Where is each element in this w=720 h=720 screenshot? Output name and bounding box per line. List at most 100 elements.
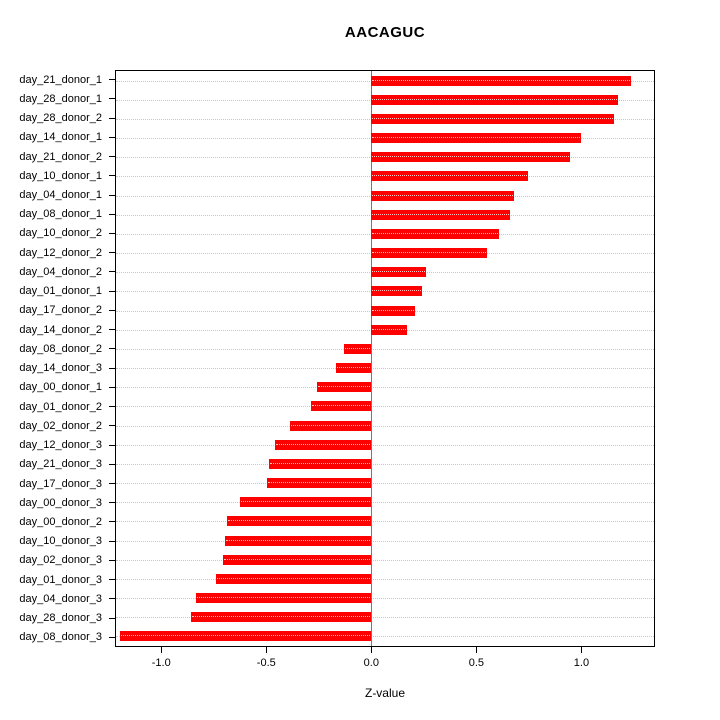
- y-axis-label: day_08_donor_1: [19, 208, 102, 221]
- x-tick-label: 1.0: [573, 657, 590, 669]
- y-axis-tick: [109, 329, 115, 331]
- y-axis-tick: [109, 521, 115, 523]
- x-tick-label: 0.0: [363, 657, 379, 669]
- y-axis-tick: [109, 271, 115, 273]
- bar: [371, 152, 571, 163]
- zero-line: [370, 71, 372, 646]
- bar: [191, 612, 372, 623]
- bar: [371, 267, 426, 278]
- bar: [310, 401, 372, 412]
- x-axis-tick: [580, 647, 582, 653]
- y-axis-label: day_21_donor_3: [19, 458, 102, 471]
- y-axis-label: day_08_donor_2: [19, 342, 102, 355]
- bar: [371, 228, 500, 239]
- y-axis-label: day_04_donor_2: [19, 265, 102, 278]
- y-axis-label: day_01_donor_2: [19, 400, 102, 413]
- y-axis-label: day_00_donor_3: [19, 496, 102, 509]
- grid-line: [116, 387, 654, 389]
- y-axis-tick: [109, 367, 115, 369]
- y-axis-tick: [109, 309, 115, 311]
- grid-line: [116, 636, 654, 638]
- y-axis-tick: [109, 348, 115, 350]
- grid-line: [116, 578, 654, 580]
- y-axis-label: day_21_donor_1: [19, 73, 102, 86]
- x-axis-tick: [265, 647, 267, 653]
- y-axis-tick: [109, 425, 115, 427]
- bar: [268, 458, 372, 469]
- grid-line: [116, 502, 654, 504]
- bar: [195, 593, 372, 604]
- y-axis: day_21_donor_1 day_28_donor_1 day_28_donor…: [0, 70, 115, 647]
- grid-line: [116, 617, 654, 619]
- y-axis-tick: [109, 444, 115, 446]
- y-axis-tick: [109, 117, 115, 119]
- y-axis-tick: [109, 617, 115, 619]
- x-axis-tick: [475, 647, 477, 653]
- y-axis-tick: [109, 540, 115, 542]
- y-axis-label: day_17_donor_3: [19, 477, 102, 490]
- x-axis-tick: [370, 647, 372, 653]
- y-axis-tick: [109, 463, 115, 465]
- y-axis-tick: [109, 79, 115, 81]
- bar: [371, 190, 514, 201]
- y-axis-label: day_12_donor_2: [19, 246, 102, 259]
- y-axis-tick: [109, 636, 115, 638]
- bar: [226, 516, 372, 527]
- y-axis-tick: [109, 194, 115, 196]
- y-axis-label: day_04_donor_3: [19, 592, 102, 605]
- y-axis-label: day_01_donor_1: [19, 285, 102, 298]
- y-axis-tick: [109, 98, 115, 100]
- bar: [239, 497, 372, 508]
- y-axis-tick: [109, 559, 115, 561]
- y-axis-tick: [109, 175, 115, 177]
- y-axis-label: day_08_donor_3: [19, 631, 102, 644]
- y-axis-tick: [109, 502, 115, 504]
- y-axis-tick: [109, 579, 115, 581]
- y-axis-tick: [109, 290, 115, 292]
- y-axis-tick: [109, 483, 115, 485]
- bar: [289, 420, 372, 431]
- y-axis-label: day_01_donor_3: [19, 573, 102, 586]
- bar: [275, 439, 372, 450]
- x-axis: -1.0 -0.5 0.0 0.5 1.0: [115, 647, 655, 679]
- x-axis-title: Z-value: [364, 686, 405, 700]
- x-tick-label: 0.5: [468, 657, 485, 669]
- x-tick-label: -1.0: [151, 657, 171, 669]
- y-axis-label: day_14_donor_1: [19, 131, 102, 144]
- bar: [216, 573, 372, 584]
- grid-line: [116, 348, 654, 350]
- chart-title: AACAGUC: [344, 24, 426, 41]
- grid-line: [116, 444, 654, 446]
- bar: [266, 478, 372, 489]
- y-axis-tick: [109, 232, 115, 234]
- y-axis-tick: [109, 136, 115, 138]
- bar: [344, 343, 372, 354]
- bar: [371, 209, 510, 220]
- y-axis-label: day_28_donor_2: [19, 112, 102, 125]
- y-axis-label: day_02_donor_2: [19, 419, 102, 432]
- y-axis-label: day_17_donor_2: [19, 304, 102, 317]
- bar: [371, 305, 416, 316]
- y-axis-label: day_28_donor_3: [19, 612, 102, 625]
- grid-line: [116, 559, 654, 561]
- bar: [120, 631, 372, 642]
- y-axis-tick: [109, 213, 115, 215]
- y-axis-label: day_21_donor_2: [19, 150, 102, 163]
- bar: [371, 133, 581, 144]
- bar: [316, 382, 372, 393]
- bar: [371, 286, 422, 297]
- y-axis-label: day_10_donor_3: [19, 535, 102, 548]
- bar: [371, 248, 487, 259]
- grid-line: [116, 540, 654, 542]
- y-axis-label: day_10_donor_2: [19, 227, 102, 240]
- y-axis-tick: [109, 156, 115, 158]
- bar: [371, 113, 615, 124]
- grid-line: [116, 406, 654, 408]
- bar: [371, 171, 529, 182]
- grid-line: [116, 368, 654, 370]
- grid-line: [116, 598, 654, 600]
- y-axis-label: day_10_donor_1: [19, 169, 102, 182]
- x-tick-label: -0.5: [256, 657, 276, 669]
- y-axis-tick: [109, 406, 115, 408]
